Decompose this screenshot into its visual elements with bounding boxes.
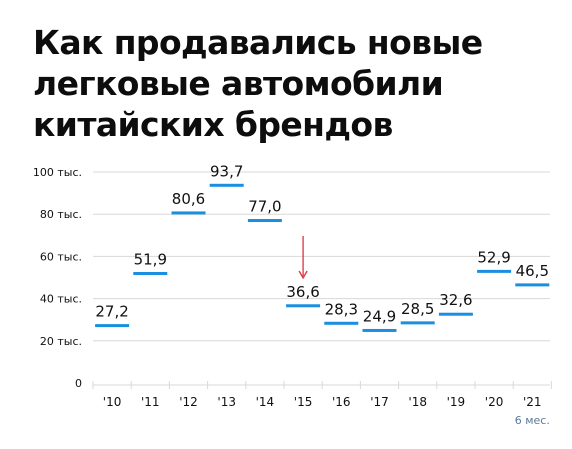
x-tick-label: '10 [103, 395, 122, 409]
data-label: 93,7 [210, 162, 243, 180]
title-line-3: китайских брендов [33, 105, 393, 144]
y-tick-label: 60 тыс. [40, 250, 82, 263]
data-markers [95, 183, 550, 332]
data-label: 80,6 [172, 190, 205, 208]
data-marker [171, 211, 206, 215]
data-marker [247, 219, 282, 223]
grid-lines [93, 171, 550, 342]
annotations: 6 мес. [298, 236, 550, 427]
y-axis: 0 20 тыс. 40 тыс. 60 тыс. 80 тыс. 100 тыс. [33, 166, 82, 390]
data-label: 46,5 [516, 262, 549, 280]
period-note: 6 мес. [515, 414, 550, 427]
x-tick-label: '15 [294, 395, 313, 409]
y-tick-label: 100 тыс. [33, 166, 82, 179]
data-marker [438, 312, 473, 316]
x-tick-label: '11 [141, 395, 160, 409]
data-label: 24,9 [363, 307, 396, 325]
chart-title: Как продавались новые легковые автомобил… [33, 22, 563, 145]
y-tick-label: 40 тыс. [40, 293, 82, 306]
data-marker [362, 328, 397, 332]
data-label: 27,2 [95, 303, 128, 321]
y-tick-label: 0 [75, 377, 82, 390]
data-marker [515, 283, 550, 287]
data-label: 36,6 [286, 283, 319, 301]
data-marker [477, 269, 512, 273]
data-marker [400, 321, 435, 325]
title-line-2: легковые автомобили [33, 64, 444, 103]
x-tick-label: '20 [485, 395, 504, 409]
data-label: 52,9 [477, 248, 510, 266]
y-tick-label: 80 тыс. [40, 208, 82, 221]
data-marker [286, 304, 321, 308]
data-label: 32,6 [439, 291, 472, 309]
title-line-1: Как продавались новые [33, 23, 483, 62]
y-tick-label: 20 тыс. [40, 335, 82, 348]
data-marker [133, 271, 168, 275]
x-tick-label: '12 [179, 395, 198, 409]
data-marker [324, 321, 359, 325]
x-tick-label: '14 [256, 395, 275, 409]
decline-arrow-head [298, 270, 308, 280]
x-tick-label: '19 [447, 395, 466, 409]
data-label: 77,0 [248, 198, 281, 216]
data-labels: 27,2 51,9 80,6 93,7 77,0 36,6 28,3 24,9 28,5 32,6… [95, 162, 549, 325]
data-marker [95, 324, 130, 328]
x-tick-label: '18 [408, 395, 427, 409]
x-tick-label: '17 [370, 395, 389, 409]
x-tick-label: '13 [217, 395, 236, 409]
data-marker [209, 183, 244, 187]
x-tick-label: '16 [332, 395, 351, 409]
data-label: 28,5 [401, 300, 434, 318]
data-label: 28,3 [325, 300, 358, 318]
x-tick-label: '21 [523, 395, 542, 409]
data-label: 51,9 [134, 250, 167, 268]
x-axis: '10 '11 '12 '13 '14 '15 '16 '17 '18 '19 '20 '21 [92, 381, 552, 409]
